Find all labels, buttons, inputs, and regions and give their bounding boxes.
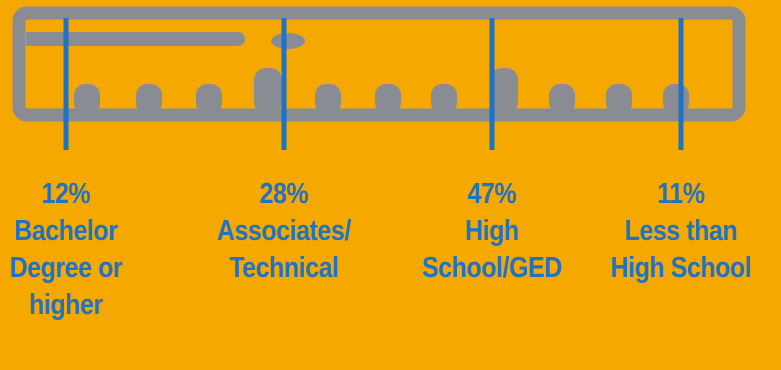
ruler-slider-knob — [271, 33, 305, 49]
marker-line-less-than-high-school — [678, 18, 684, 150]
ruler-body — [12, 6, 746, 122]
label-group-high-school-ged: 47% High School/GED — [410, 176, 573, 287]
marker-lines — [63, 18, 684, 150]
category-label: Less than High School — [610, 215, 752, 284]
category-label: High School/GED — [422, 215, 562, 284]
value-label: 11% — [657, 178, 705, 210]
ruler-slider-track — [26, 32, 245, 46]
value-label: 12% — [41, 178, 91, 210]
ruler-ticks — [74, 68, 689, 114]
label-group-associates-technical: 28% Associates/ Technical — [202, 176, 365, 287]
marker-line-associates-technical — [281, 18, 287, 150]
value-label: 28% — [259, 178, 309, 210]
ruler-icon — [12, 6, 746, 150]
marker-line-bachelor-degree-or-higher — [63, 18, 69, 150]
marker-line-high-school-ged — [489, 18, 495, 150]
label-group-less-than-high-school: 11% Less than High School — [599, 176, 762, 287]
label-group-bachelor-degree-or-higher: 12% Bachelor Degree or higher — [0, 176, 148, 324]
value-label: 47% — [467, 178, 517, 210]
category-label: Associates/ Technical — [217, 215, 351, 284]
category-label: Bachelor Degree or higher — [9, 215, 123, 321]
